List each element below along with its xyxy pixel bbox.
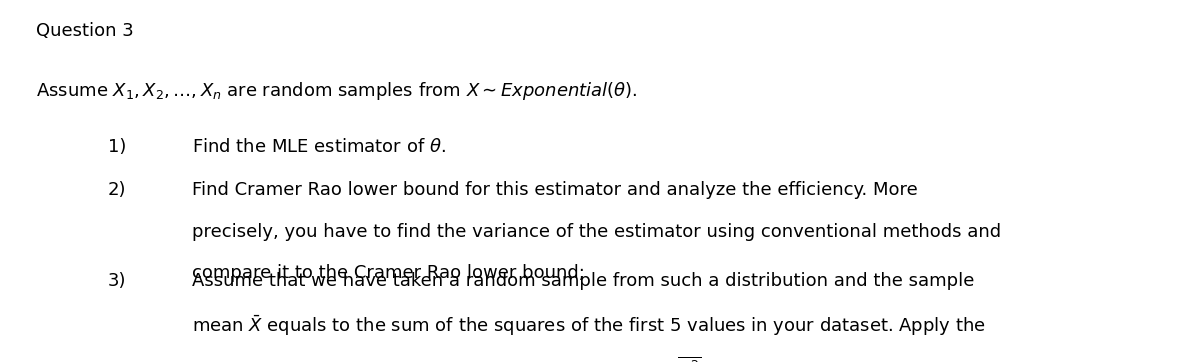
Text: 1): 1) [108,138,126,156]
Text: precisely, you have to find the variance of the estimator using conventional met: precisely, you have to find the variance… [192,223,1001,241]
Text: compare it to the Cramer Rao lower bound;: compare it to the Cramer Rao lower bound… [192,264,584,282]
Text: 2): 2) [108,181,126,199]
Text: 3): 3) [108,272,126,290]
Text: delta method to obtain the asymptotic distribution of $\overline{X^2}$.: delta method to obtain the asymptotic di… [192,355,706,362]
Text: Question 3: Question 3 [36,22,133,40]
Text: mean $\bar{X}$ equals to the sum of the squares of the first 5 values in your da: mean $\bar{X}$ equals to the sum of the … [192,313,985,338]
Text: Find the MLE estimator of $\theta$.: Find the MLE estimator of $\theta$. [192,138,446,156]
Text: Find Cramer Rao lower bound for this estimator and analyze the efficiency. More: Find Cramer Rao lower bound for this est… [192,181,918,199]
Text: Assume $X_1, X_2, \ldots, X_n$ are random samples from $X\sim\mathit{Exponential: Assume $X_1, X_2, \ldots, X_n$ are rando… [36,80,637,102]
Text: Assume that we have taken a random sample from such a distribution and the sampl: Assume that we have taken a random sampl… [192,272,974,290]
